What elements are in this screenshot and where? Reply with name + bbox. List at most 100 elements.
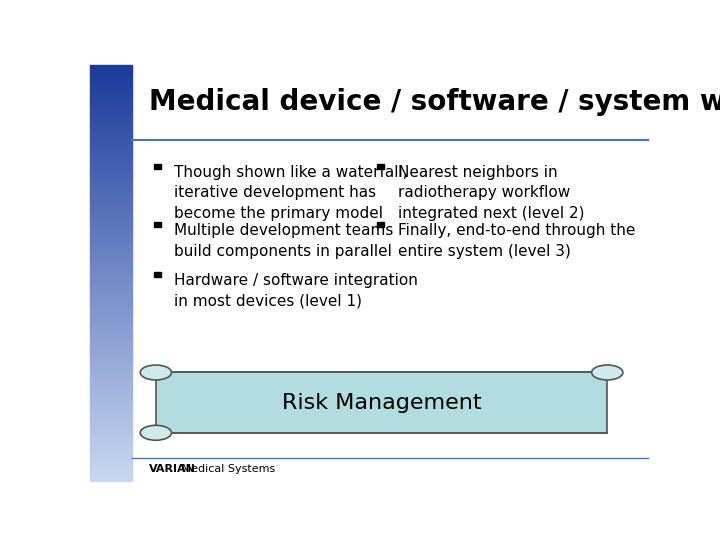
- Bar: [90, 329, 132, 331]
- Bar: [90, 383, 132, 385]
- Bar: [90, 262, 132, 265]
- Bar: [90, 266, 132, 268]
- Bar: [90, 129, 132, 131]
- Bar: [90, 312, 132, 314]
- Bar: [90, 238, 132, 239]
- Bar: [90, 144, 132, 146]
- Bar: [90, 377, 132, 379]
- Bar: [90, 268, 132, 271]
- Bar: [90, 79, 132, 82]
- Bar: [90, 454, 132, 456]
- Bar: [90, 300, 132, 302]
- Bar: [90, 395, 132, 397]
- Bar: [90, 375, 132, 377]
- Bar: [90, 422, 132, 424]
- Bar: [90, 256, 132, 258]
- Bar: [90, 294, 132, 295]
- Bar: [90, 352, 132, 354]
- Bar: [90, 167, 132, 168]
- Bar: [90, 298, 132, 300]
- Bar: [154, 222, 161, 227]
- Bar: [90, 337, 132, 339]
- Bar: [90, 472, 132, 474]
- Bar: [90, 229, 132, 231]
- Bar: [90, 214, 132, 217]
- Bar: [90, 117, 132, 119]
- Bar: [156, 373, 607, 433]
- Bar: [90, 111, 132, 113]
- Bar: [90, 208, 132, 210]
- Bar: [90, 302, 132, 304]
- Bar: [90, 356, 132, 358]
- Bar: [90, 82, 132, 84]
- Bar: [90, 98, 132, 100]
- Bar: [90, 335, 132, 337]
- Bar: [90, 308, 132, 310]
- Bar: [90, 96, 132, 98]
- Bar: [90, 314, 132, 316]
- Bar: [90, 210, 132, 212]
- Bar: [90, 420, 132, 422]
- Bar: [90, 468, 132, 470]
- Bar: [90, 152, 132, 154]
- Bar: [90, 283, 132, 285]
- Bar: [90, 446, 132, 447]
- Bar: [90, 437, 132, 439]
- Bar: [90, 339, 132, 341]
- Bar: [90, 327, 132, 329]
- Bar: [90, 349, 132, 352]
- Bar: [90, 73, 132, 75]
- Bar: [90, 241, 132, 244]
- Bar: [90, 244, 132, 246]
- Bar: [90, 406, 132, 408]
- Bar: [90, 379, 132, 381]
- Text: VARIAN: VARIAN: [148, 464, 195, 474]
- Bar: [90, 295, 132, 298]
- Bar: [90, 223, 132, 225]
- Bar: [90, 183, 132, 185]
- Bar: [90, 84, 132, 85]
- Bar: [90, 158, 132, 160]
- Bar: [90, 133, 132, 136]
- Bar: [90, 404, 132, 406]
- Bar: [90, 85, 132, 87]
- Bar: [90, 246, 132, 248]
- Bar: [90, 431, 132, 433]
- Bar: [90, 391, 132, 393]
- Bar: [90, 231, 132, 233]
- Bar: [90, 248, 132, 250]
- Bar: [90, 362, 132, 364]
- Bar: [90, 458, 132, 460]
- Bar: [90, 348, 132, 349]
- Bar: [90, 370, 132, 373]
- Bar: [90, 179, 132, 181]
- Bar: [90, 292, 132, 294]
- Bar: [90, 466, 132, 468]
- Bar: [90, 227, 132, 229]
- Bar: [90, 385, 132, 387]
- Bar: [90, 138, 132, 140]
- Bar: [90, 277, 132, 279]
- Bar: [90, 462, 132, 464]
- Bar: [90, 200, 132, 202]
- Bar: [90, 364, 132, 366]
- Bar: [90, 429, 132, 431]
- Bar: [90, 343, 132, 346]
- Bar: [90, 217, 132, 219]
- Bar: [90, 254, 132, 256]
- Bar: [90, 346, 132, 348]
- Bar: [90, 125, 132, 127]
- Bar: [90, 281, 132, 283]
- Bar: [90, 435, 132, 437]
- Bar: [90, 271, 132, 273]
- Bar: [90, 310, 132, 312]
- Bar: [90, 192, 132, 194]
- Bar: [90, 258, 132, 260]
- Bar: [90, 235, 132, 238]
- Bar: [90, 94, 132, 96]
- Bar: [90, 273, 132, 275]
- Text: Multiple development teams
build components in parallel: Multiple development teams build compone…: [174, 223, 393, 259]
- Bar: [90, 416, 132, 418]
- Bar: [90, 250, 132, 252]
- Bar: [90, 443, 132, 446]
